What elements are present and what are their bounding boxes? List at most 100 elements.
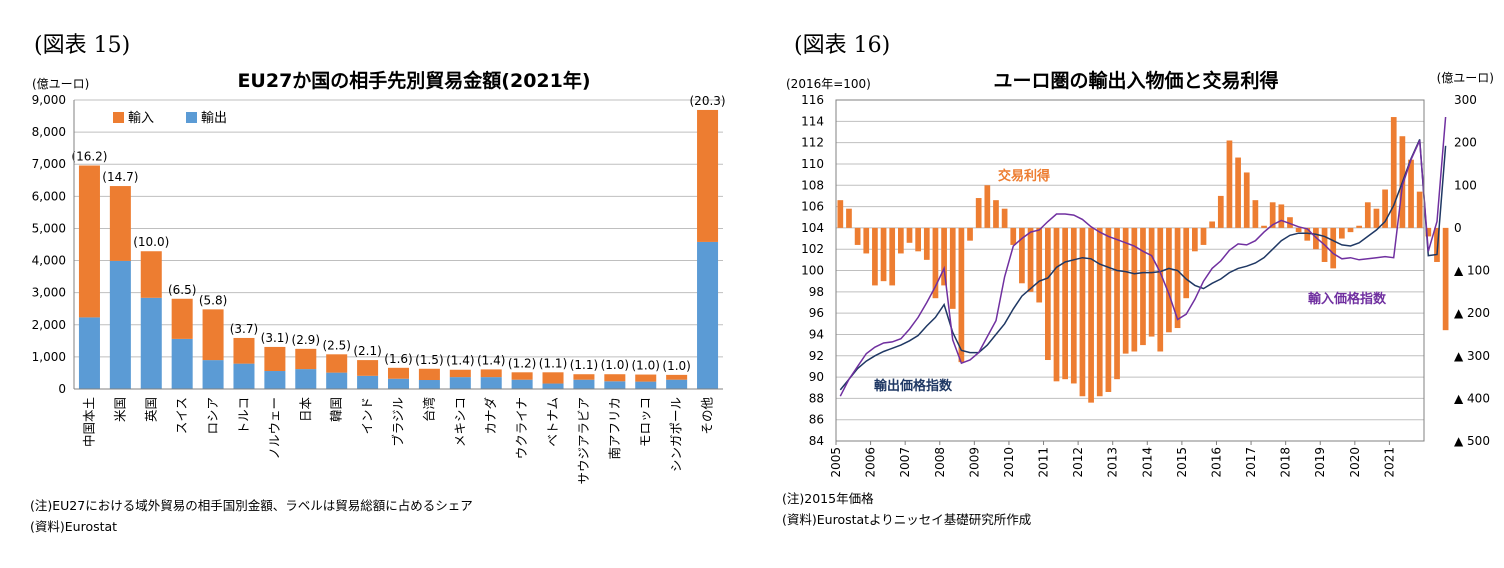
trade-gain-bar <box>1269 202 1276 228</box>
bar-export <box>635 381 657 389</box>
chart-left: (図表 15) EU27か国の相手先別貿易金額(2021年) (億ユーロ) 0 1… <box>30 33 726 534</box>
trade-gain-bar <box>889 227 896 286</box>
bar-share-label: (2.9) <box>292 333 320 347</box>
trade-gain-bar <box>1278 204 1285 228</box>
category-label: その他 <box>700 397 715 435</box>
right-left-tick: 104 <box>801 221 824 235</box>
right-x-tick: 2019 <box>1313 447 1327 478</box>
category-label: 韓国 <box>329 397 344 422</box>
bar-share-label: (14.7) <box>102 170 138 184</box>
legend-swatch-import <box>113 112 124 123</box>
bar-export <box>140 297 162 389</box>
import-price-line <box>839 116 1447 397</box>
bar-export <box>418 380 440 389</box>
right-left-unit: (2016年=100) <box>786 77 871 91</box>
bar-export <box>171 338 193 389</box>
right-right-tick: 100 <box>1454 178 1477 192</box>
trade-gain-bar <box>1001 208 1008 228</box>
trade-gain-bar <box>941 227 947 286</box>
right-x-tick: 2005 <box>829 447 843 478</box>
trade-gain-bar <box>846 208 852 228</box>
left-y-tick: 0 <box>58 382 66 396</box>
right-x-tick: 2017 <box>1244 447 1258 478</box>
trade-gain-bar <box>880 227 887 282</box>
trade-gain-bar <box>1183 227 1190 299</box>
right-left-tick: 116 <box>801 93 824 107</box>
right-left-tick: 86 <box>809 413 824 427</box>
trade-gain-bar <box>1408 159 1414 228</box>
annotation-export-price: 輸出価格指数 <box>874 378 953 394</box>
bar-import <box>418 368 440 381</box>
bar-import <box>202 309 224 361</box>
left-y-tick: 4,000 <box>32 254 66 268</box>
trade-gain-bar <box>1261 225 1267 228</box>
right-note: (注)2015年価格 <box>782 491 874 506</box>
left-source: (資料)Eurostat <box>30 519 117 534</box>
left-chart-title: EU27か国の相手先別貿易金額(2021年) <box>237 69 590 92</box>
legend-swatch-export <box>186 112 197 123</box>
right-x-tick: 2007 <box>898 447 912 478</box>
left-y-unit: (億ユーロ) <box>32 77 89 91</box>
right-x-tick: 2009 <box>967 447 981 478</box>
category-label: カナダ <box>483 397 498 435</box>
right-left-tick: 90 <box>809 370 824 384</box>
bar-export <box>666 379 688 389</box>
trade-gain-bar <box>1027 227 1034 292</box>
left-y-tick: 7,000 <box>32 157 66 171</box>
category-label: 日本 <box>298 397 313 423</box>
trade-gain-bar <box>1235 157 1241 228</box>
trade-gain-bar <box>1217 195 1224 228</box>
category-label: サウジアラビア <box>576 397 591 485</box>
left-legend: 輸入 輸出 <box>113 111 227 126</box>
trade-gain-bar <box>1295 227 1302 233</box>
trade-gain-bar <box>1053 227 1060 382</box>
bar-export <box>480 377 502 389</box>
trade-gain-bar <box>1304 227 1311 241</box>
trade-gain-bar <box>837 200 844 228</box>
trade-gain-bar <box>1252 200 1259 228</box>
bar-import <box>573 374 595 380</box>
chart-right: (図表 16) ユーロ圏の輸出入物価と交易利得 (2016年=100) (億ユー… <box>782 33 1494 527</box>
right-right-tick: ▲ 200 <box>1454 306 1490 320</box>
right-left-tick: 84 <box>809 434 824 448</box>
bar-share-label: (1.1) <box>539 356 567 370</box>
category-label: ウクライナ <box>514 397 529 459</box>
category-label: ノルウェー <box>267 397 282 460</box>
right-right-tick-labels: 300 200 100 0 ▲ 100 ▲ 200 ▲ 300 ▲ 400 ▲ 500 <box>1454 93 1490 448</box>
left-y-tick: 2,000 <box>32 318 66 332</box>
bar-share-label: (1.5) <box>415 353 443 367</box>
right-x-tick: 2013 <box>1106 447 1120 478</box>
left-y-tick: 9,000 <box>32 93 66 107</box>
bar-export <box>202 360 224 389</box>
category-label: 中国本土 <box>81 397 96 447</box>
bar-export <box>295 369 317 389</box>
left-y-tick: 3,000 <box>32 286 66 300</box>
right-x-tick: 2008 <box>933 447 947 478</box>
right-left-tick: 112 <box>801 136 824 150</box>
trade-gain-bar <box>1382 189 1388 228</box>
trade-gain-bar <box>1373 208 1380 228</box>
category-label: インド <box>360 397 375 435</box>
bar-export <box>542 383 564 389</box>
bar-export <box>233 363 255 389</box>
category-label: ブラジル <box>391 397 406 447</box>
bar-share-label: (1.6) <box>384 352 412 366</box>
bar-export <box>573 379 595 389</box>
right-right-tick: 0 <box>1454 221 1462 235</box>
bar-import <box>635 374 657 382</box>
bar-import <box>387 367 410 379</box>
trade-gain-bar <box>1010 227 1017 245</box>
right-x-tick: 2011 <box>1037 447 1051 478</box>
right-figure-label: (図表 16) <box>794 33 890 58</box>
trade-gain-bar <box>1088 227 1094 403</box>
right-x-tick: 2015 <box>1175 447 1189 478</box>
bar-share-label: (1.4) <box>477 353 505 367</box>
trade-gain-bar <box>1114 227 1120 380</box>
bar-import <box>604 374 626 382</box>
bar-share-label: (1.4) <box>446 354 474 368</box>
right-x-tick: 2010 <box>1002 447 1016 478</box>
bar-export <box>449 377 471 389</box>
category-label: スイス <box>174 397 189 434</box>
category-label: シンガポール <box>669 397 684 472</box>
bar-import <box>697 109 719 242</box>
